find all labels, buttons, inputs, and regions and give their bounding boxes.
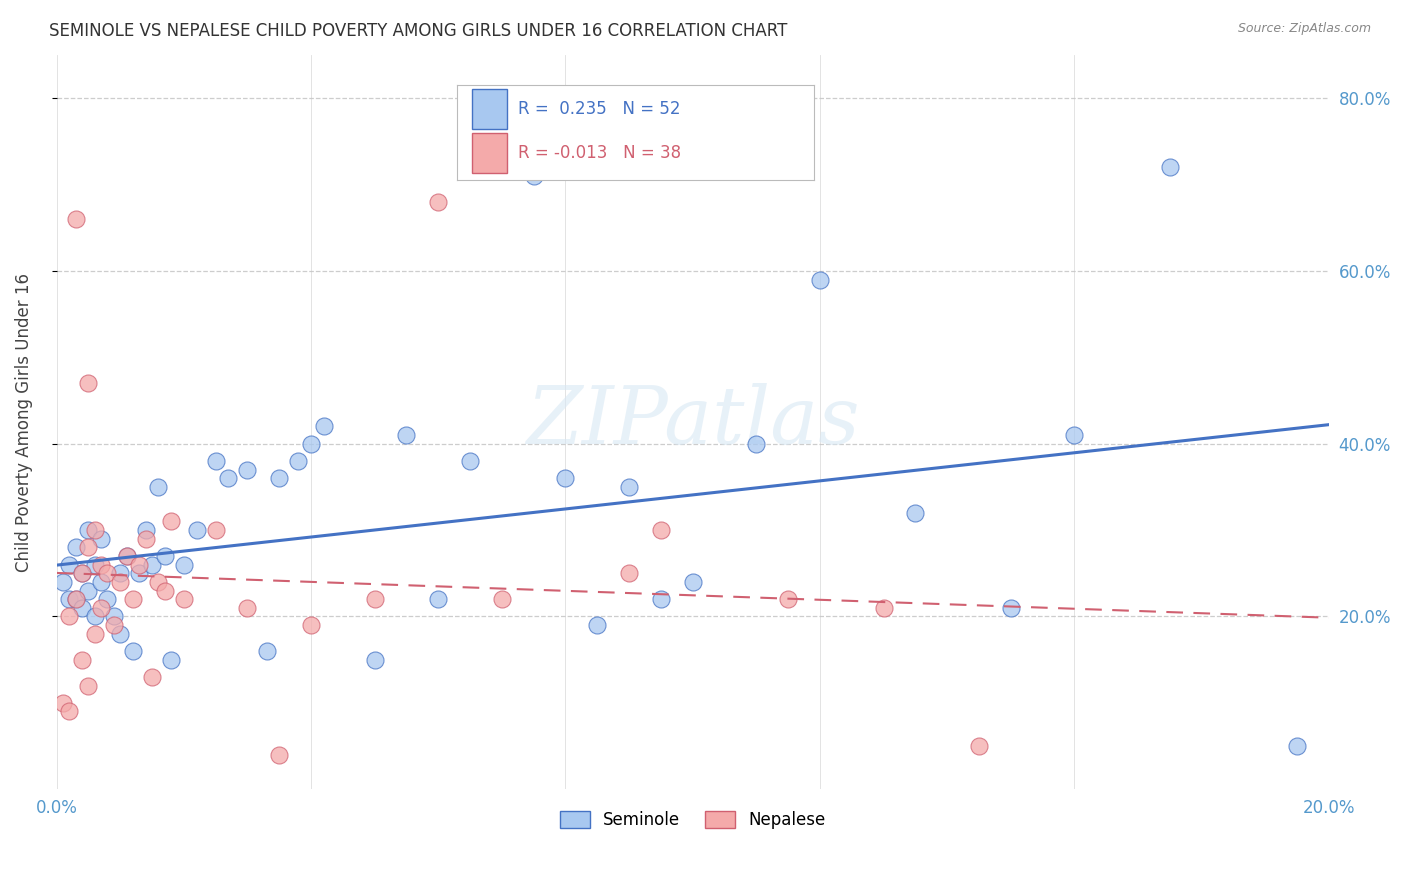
Point bbox=[52, 696, 75, 710]
Point bbox=[173, 592, 195, 607]
Point bbox=[103, 618, 125, 632]
Point bbox=[287, 454, 309, 468]
Point bbox=[122, 644, 145, 658]
Point bbox=[90, 574, 112, 589]
Point bbox=[148, 480, 170, 494]
Legend: Seminole, Nepalese: Seminole, Nepalese bbox=[553, 805, 832, 836]
Point bbox=[58, 558, 80, 572]
Point bbox=[160, 653, 183, 667]
Point bbox=[65, 541, 87, 555]
Point bbox=[204, 454, 226, 468]
Point bbox=[83, 609, 105, 624]
Point bbox=[1063, 428, 1085, 442]
Point bbox=[70, 566, 93, 581]
Point bbox=[65, 592, 87, 607]
Point bbox=[77, 376, 100, 391]
Point bbox=[115, 549, 138, 563]
Point bbox=[204, 523, 226, 537]
Point bbox=[808, 273, 831, 287]
Point bbox=[1159, 161, 1181, 175]
Point bbox=[363, 592, 385, 607]
Point bbox=[523, 169, 546, 183]
Point bbox=[269, 747, 291, 762]
Point bbox=[312, 419, 335, 434]
Point bbox=[554, 471, 576, 485]
Point bbox=[269, 471, 291, 485]
Point bbox=[77, 541, 100, 555]
Point bbox=[90, 532, 112, 546]
Point bbox=[395, 428, 418, 442]
Point bbox=[617, 480, 640, 494]
Point bbox=[299, 618, 322, 632]
Point bbox=[650, 523, 672, 537]
Point bbox=[458, 454, 481, 468]
Point bbox=[77, 679, 100, 693]
Point bbox=[58, 592, 80, 607]
Point bbox=[904, 506, 927, 520]
Point bbox=[77, 583, 100, 598]
Point bbox=[778, 592, 800, 607]
Point bbox=[967, 739, 990, 753]
Text: ZIPatlas: ZIPatlas bbox=[526, 384, 859, 461]
Point bbox=[83, 558, 105, 572]
Point bbox=[128, 566, 150, 581]
Point bbox=[256, 644, 278, 658]
Point bbox=[217, 471, 239, 485]
Text: SEMINOLE VS NEPALESE CHILD POVERTY AMONG GIRLS UNDER 16 CORRELATION CHART: SEMINOLE VS NEPALESE CHILD POVERTY AMONG… bbox=[49, 22, 787, 40]
Point bbox=[617, 566, 640, 581]
Point bbox=[160, 515, 183, 529]
Point bbox=[70, 600, 93, 615]
Point bbox=[586, 618, 609, 632]
Point bbox=[363, 653, 385, 667]
Point bbox=[58, 609, 80, 624]
Point bbox=[141, 558, 163, 572]
Point bbox=[427, 194, 450, 209]
Point bbox=[110, 566, 132, 581]
Point bbox=[186, 523, 208, 537]
Point bbox=[135, 532, 157, 546]
Point bbox=[299, 437, 322, 451]
Point bbox=[83, 523, 105, 537]
Point bbox=[90, 600, 112, 615]
Point bbox=[153, 549, 176, 563]
Point bbox=[115, 549, 138, 563]
Point bbox=[58, 705, 80, 719]
Point bbox=[872, 600, 894, 615]
Point bbox=[148, 574, 170, 589]
Point bbox=[1285, 739, 1308, 753]
Point bbox=[745, 437, 768, 451]
Point bbox=[122, 592, 145, 607]
Point bbox=[96, 592, 118, 607]
Point bbox=[236, 463, 259, 477]
Point bbox=[650, 592, 672, 607]
Point bbox=[110, 574, 132, 589]
Point bbox=[682, 574, 704, 589]
Point bbox=[141, 670, 163, 684]
Point bbox=[70, 566, 93, 581]
Point bbox=[90, 558, 112, 572]
Point bbox=[77, 523, 100, 537]
Point bbox=[70, 653, 93, 667]
Text: Source: ZipAtlas.com: Source: ZipAtlas.com bbox=[1237, 22, 1371, 36]
Point bbox=[491, 592, 513, 607]
Point bbox=[110, 627, 132, 641]
Point bbox=[96, 566, 118, 581]
Point bbox=[1000, 600, 1022, 615]
Point bbox=[128, 558, 150, 572]
Y-axis label: Child Poverty Among Girls Under 16: Child Poverty Among Girls Under 16 bbox=[15, 273, 32, 572]
Point bbox=[83, 627, 105, 641]
Point bbox=[427, 592, 450, 607]
Point bbox=[52, 574, 75, 589]
Point bbox=[65, 592, 87, 607]
Point bbox=[65, 212, 87, 227]
Point bbox=[153, 583, 176, 598]
Point bbox=[135, 523, 157, 537]
Point bbox=[173, 558, 195, 572]
Point bbox=[103, 609, 125, 624]
Point bbox=[236, 600, 259, 615]
